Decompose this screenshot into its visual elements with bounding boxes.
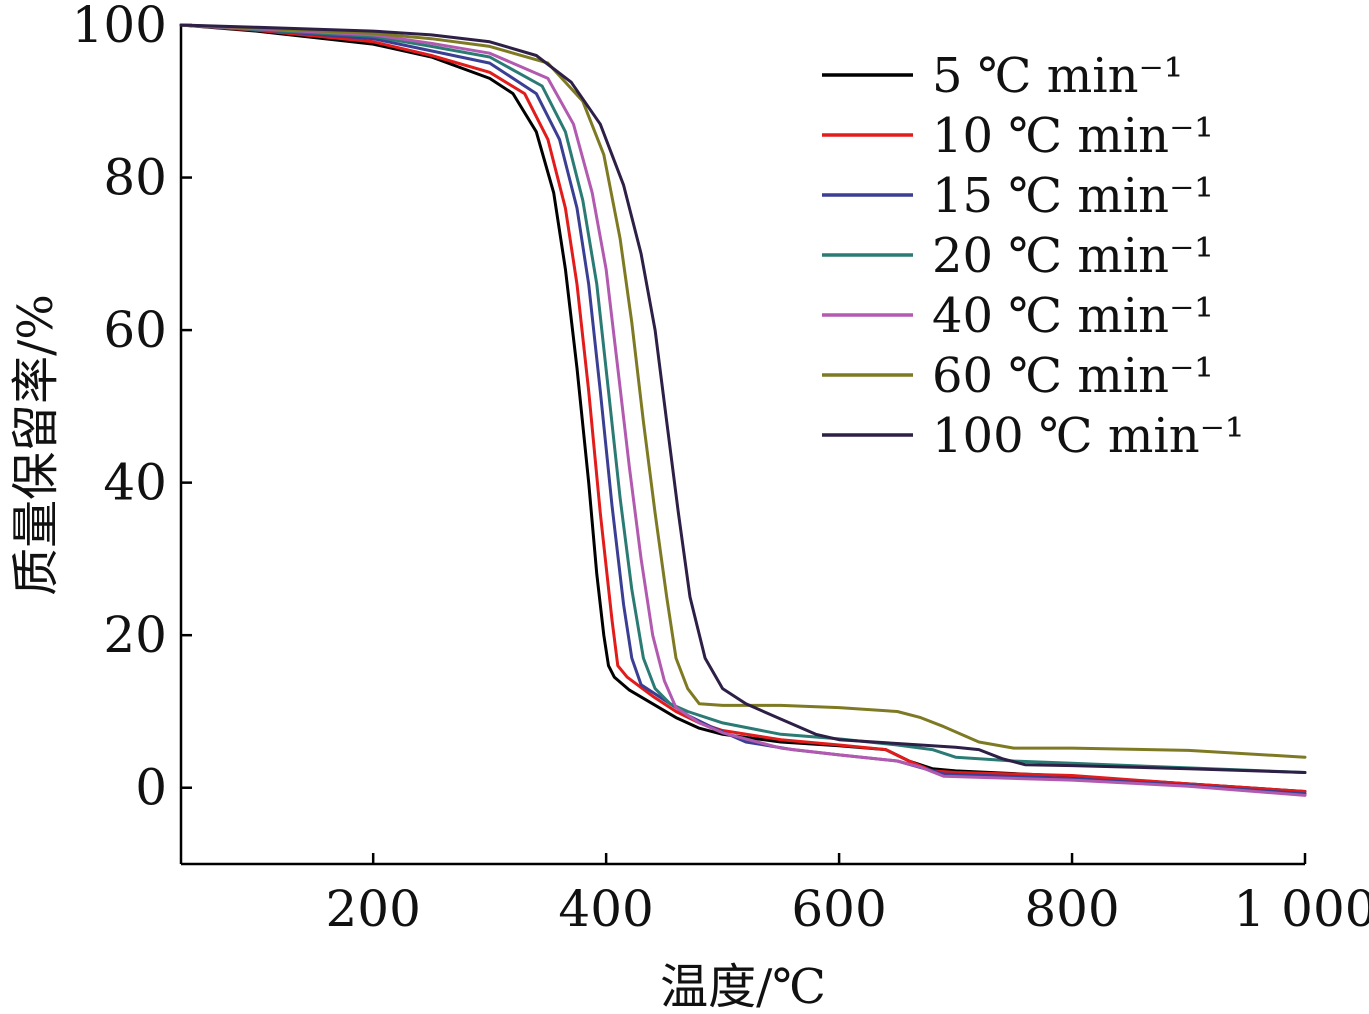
legend-label: 10 ℃ min⁻¹ <box>932 108 1214 164</box>
x-ticks: 200 400 600 800 1 000 <box>325 853 1369 938</box>
y-tick-label: 80 <box>103 149 167 207</box>
legend-label: 5 ℃ min⁻¹ <box>932 48 1183 104</box>
y-tick-label: 0 <box>135 759 167 817</box>
legend-label: 15 ℃ min⁻¹ <box>932 168 1214 224</box>
legend-label: 20 ℃ min⁻¹ <box>932 228 1214 284</box>
y-tick-label: 40 <box>103 454 167 512</box>
y-tick-label: 20 <box>103 606 167 664</box>
legend: 5 ℃ min⁻¹10 ℃ min⁻¹15 ℃ min⁻¹20 ℃ min⁻¹4… <box>822 48 1244 464</box>
plot-frame <box>179 25 1305 866</box>
x-axis-title: 温度/℃ <box>660 959 826 1014</box>
series-line-7 <box>179 23 1307 774</box>
legend-label: 100 ℃ min⁻¹ <box>932 408 1244 464</box>
x-tick-label: 200 <box>325 880 420 938</box>
legend-label: 40 ℃ min⁻¹ <box>932 288 1214 344</box>
x-tick-label: 1 000 <box>1233 880 1369 938</box>
legend-label: 60 ℃ min⁻¹ <box>932 348 1214 404</box>
series-group <box>179 23 1307 797</box>
series-line-4 <box>179 23 1307 774</box>
y-axis-title: 质量保留率/% <box>8 294 64 596</box>
series-line-5 <box>179 23 1307 797</box>
y-ticks: 0 20 40 60 80 100 <box>72 0 192 817</box>
y-tick-label: 100 <box>72 0 167 54</box>
x-tick-label: 600 <box>791 880 886 938</box>
series-line-6 <box>179 23 1307 759</box>
y-tick-label: 60 <box>103 301 167 359</box>
x-tick-label: 400 <box>558 880 653 938</box>
x-tick-label: 800 <box>1024 880 1119 938</box>
